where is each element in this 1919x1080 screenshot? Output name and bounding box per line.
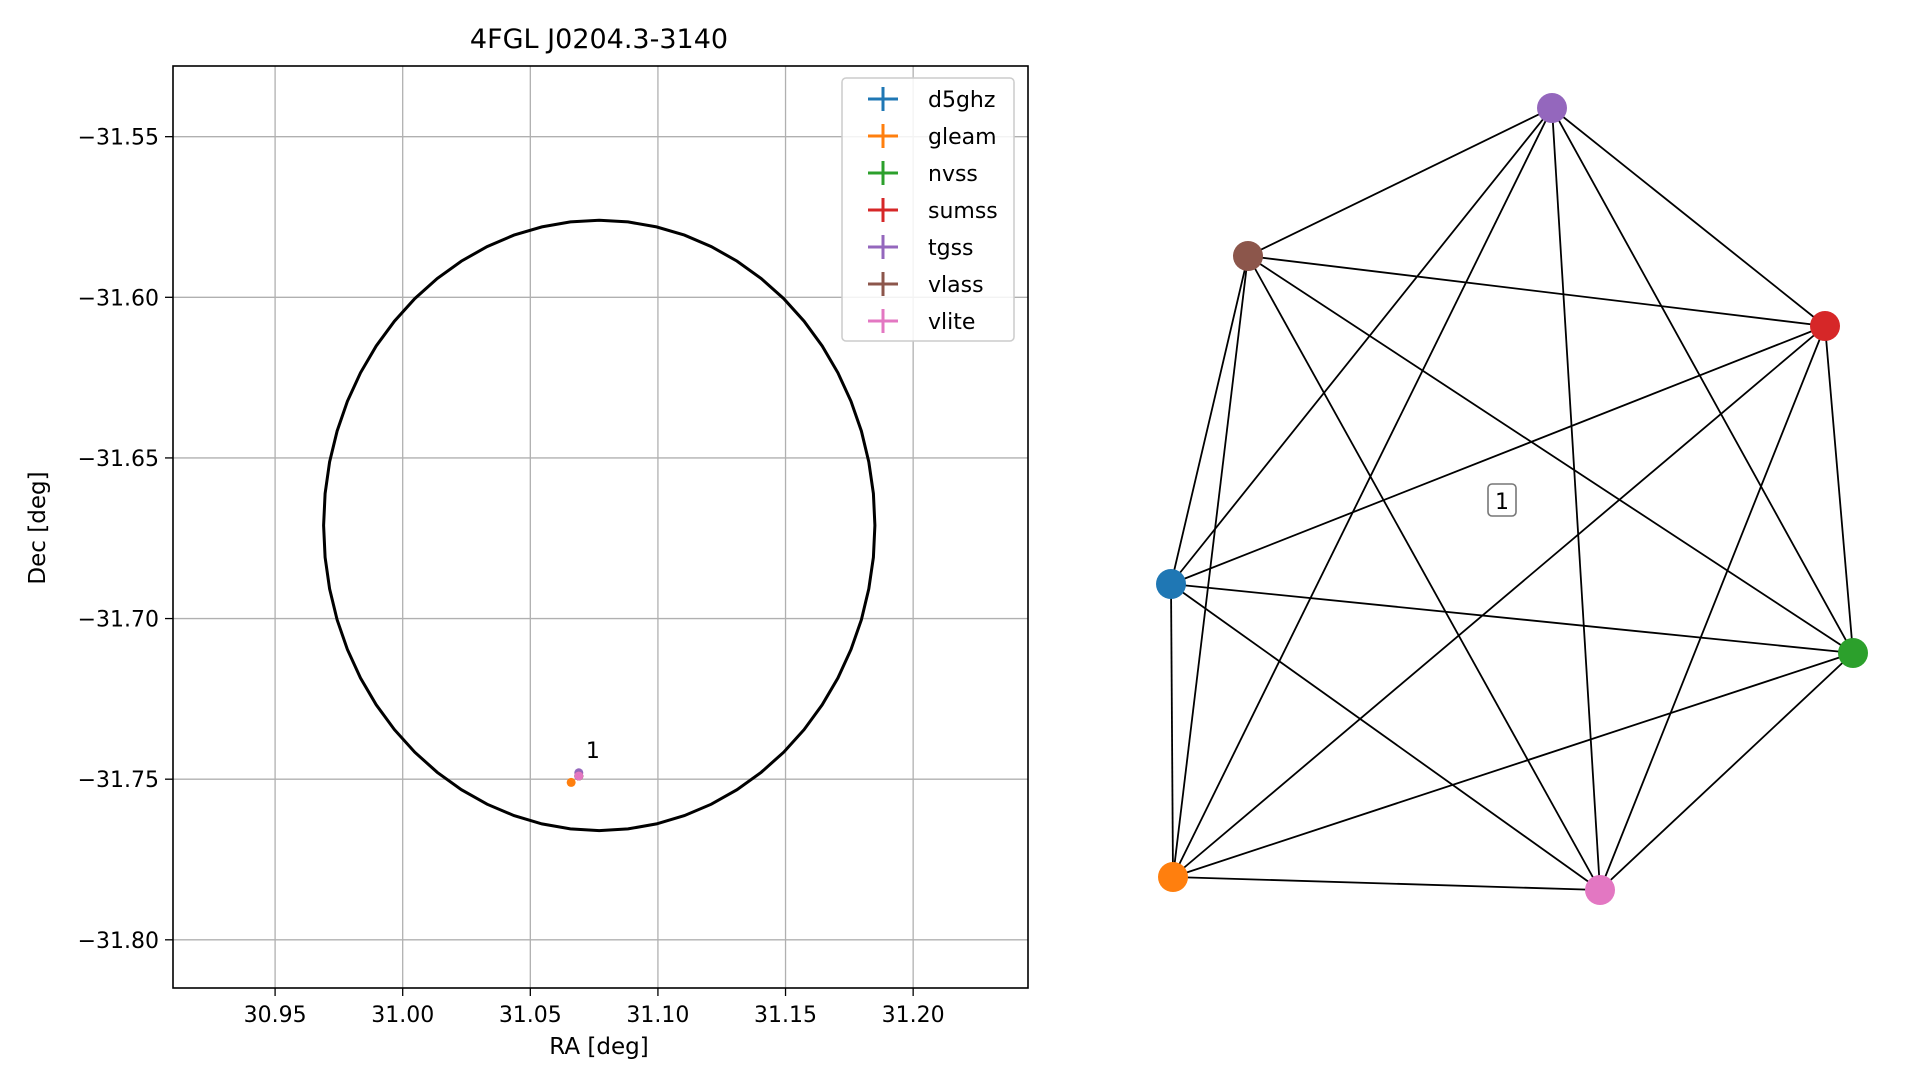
point-gleam	[566, 777, 576, 787]
x-tick-label: 31.20	[882, 1003, 945, 1028]
edge-d5ghz-nvss	[1170, 583, 1854, 654]
edge-d5ghz-sumss	[1170, 325, 1826, 585]
edge-nvss-vlass	[1247, 255, 1854, 654]
edge-sumss-vlass	[1247, 255, 1826, 327]
legend-item-nvss: nvss	[868, 161, 978, 187]
node-nvss	[1838, 638, 1868, 668]
legend-item-vlite: vlite	[868, 309, 975, 335]
edge-nvss-sumss	[1824, 325, 1854, 654]
legend-label: gleam	[928, 125, 997, 150]
y-tick-label: −31.80	[78, 929, 159, 954]
axes-frame	[172, 65, 1029, 989]
edge-sumss-tgss	[1551, 107, 1826, 327]
x-axis-ticks: 30.95 31.00 31.05 31.10 31.15 31.20	[244, 988, 945, 1028]
edge-d5ghz-gleam	[1170, 583, 1174, 878]
node-tgss	[1537, 93, 1567, 123]
edge-d5ghz-tgss	[1170, 107, 1553, 585]
legend-box	[841, 77, 1015, 342]
legend: d5ghz gleam nvss sumss tgss vlass vlite	[841, 77, 1015, 342]
legend-item-gleam: gleam	[868, 124, 997, 150]
edge-nvss-vlite	[1599, 652, 1854, 891]
edge-gleam-tgss	[1172, 107, 1553, 878]
y-tick-label: −31.55	[78, 126, 159, 151]
network-panel: 1	[1156, 93, 1868, 905]
edge-sumss-vlite	[1599, 325, 1826, 891]
y-tick-label: −31.75	[78, 768, 159, 793]
edge-d5ghz-vlite	[1170, 583, 1601, 891]
edge-tgss-vlass	[1247, 107, 1553, 257]
y-tick-label: −31.70	[78, 608, 159, 633]
cluster-annotation: 1	[586, 739, 600, 764]
x-tick-label: 31.05	[499, 1003, 562, 1028]
x-axis-label: RA [deg]	[549, 1034, 648, 1060]
legend-label: tgss	[928, 236, 974, 261]
cluster-label-text: 1	[1495, 490, 1509, 515]
graph-nodes	[1156, 93, 1868, 905]
cluster-label-box	[1487, 483, 1517, 517]
graph-edges	[1170, 107, 1854, 891]
edge-d5ghz-vlass	[1170, 255, 1249, 585]
legend-label: nvss	[928, 162, 978, 187]
y-tick-label: −31.65	[78, 447, 159, 472]
x-tick-label: 31.10	[626, 1003, 689, 1028]
legend-label: vlite	[928, 310, 975, 335]
node-gleam	[1158, 862, 1188, 892]
edge-gleam-vlass	[1172, 255, 1249, 878]
legend-item-vlass: vlass	[868, 272, 984, 298]
legend-item-d5ghz: d5ghz	[868, 87, 995, 113]
legend-label: d5ghz	[928, 88, 995, 113]
legend-item-sumss: sumss	[868, 198, 998, 224]
node-vlass	[1233, 241, 1263, 271]
cluster-label: 1	[1487, 483, 1517, 517]
point-vlite	[574, 771, 584, 781]
edge-vlass-vlite	[1247, 255, 1601, 891]
edge-gleam-sumss	[1172, 325, 1826, 878]
edge-nvss-tgss	[1551, 107, 1854, 654]
y-tick-label: −31.60	[78, 286, 159, 311]
chart-title: 4FGL J0204.3-3140	[470, 24, 728, 55]
error-circle	[322, 218, 877, 833]
legend-label: vlass	[928, 273, 984, 298]
y-axis-ticks: −31.55 −31.60 −31.65 −31.70 −31.75 −31.80	[78, 126, 173, 954]
edge-tgss-vlite	[1551, 107, 1601, 891]
sky-map-panel: 4FGL J0204.3-3140 1 30.95 31.00 31.05 31.10…	[25, 24, 1029, 1060]
edge-gleam-vlite	[1172, 876, 1601, 891]
source-points	[566, 768, 584, 787]
node-d5ghz	[1156, 569, 1186, 599]
x-tick-label: 30.95	[244, 1003, 307, 1028]
edge-gleam-nvss	[1172, 652, 1854, 878]
x-tick-label: 31.15	[754, 1003, 817, 1028]
node-sumss	[1810, 311, 1840, 341]
node-vlite	[1585, 875, 1615, 905]
legend-label: sumss	[928, 199, 998, 224]
y-axis-label: Dec [deg]	[25, 471, 51, 584]
legend-item-tgss: tgss	[868, 235, 974, 261]
x-tick-label: 31.00	[371, 1003, 434, 1028]
